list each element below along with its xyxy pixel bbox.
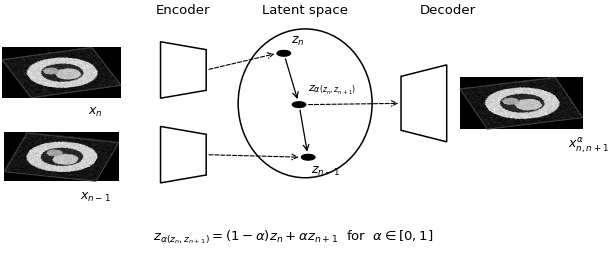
Circle shape [277, 51, 290, 56]
Text: $z_{\alpha(z_n,z_{n+1})}$: $z_{\alpha(z_n,z_{n+1})}$ [308, 83, 356, 96]
Text: $x^{\alpha}_{n,n+1}$: $x^{\alpha}_{n,n+1}$ [568, 136, 608, 155]
Text: $z_n$: $z_n$ [291, 34, 305, 47]
Text: Decoder: Decoder [420, 4, 476, 18]
Text: $z_{\alpha(z_n,z_{n+1})} = (1-\alpha)z_n + \alpha z_{n+1}$  for  $\alpha \in [0,: $z_{\alpha(z_n,z_{n+1})} = (1-\alpha)z_n… [153, 228, 433, 246]
Polygon shape [160, 126, 206, 183]
Bar [460, 77, 583, 129]
Bar [4, 133, 119, 181]
Circle shape [292, 102, 306, 107]
Text: Encoder: Encoder [156, 4, 211, 18]
Polygon shape [160, 42, 206, 98]
Text: $x_n$: $x_n$ [88, 106, 103, 119]
Polygon shape [401, 65, 447, 142]
Text: Latent space: Latent space [262, 4, 348, 18]
Text: $x_{n-1}$: $x_{n-1}$ [80, 190, 111, 204]
Bar [2, 47, 121, 98]
Text: $z_{n-1}$: $z_{n-1}$ [311, 165, 341, 178]
Circle shape [301, 154, 315, 160]
Ellipse shape [238, 29, 372, 178]
